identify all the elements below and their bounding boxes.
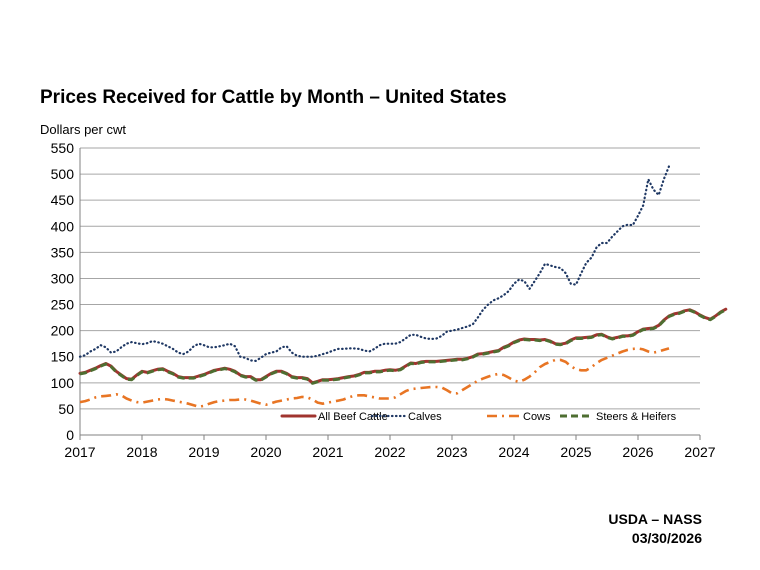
x-tick-label: 2017	[64, 444, 95, 460]
source-agency: USDA – NASS	[608, 511, 702, 527]
y-tick-label: 250	[51, 297, 75, 313]
y-tick-label: 200	[51, 323, 75, 339]
source-date: 03/30/2026	[632, 530, 702, 546]
y-axis-label: Dollars per cwt	[40, 122, 126, 137]
x-tick-label: 2024	[498, 444, 529, 460]
y-tick-label: 550	[51, 140, 75, 156]
legend-label: Calves	[408, 411, 442, 423]
y-tick-label: 350	[51, 244, 75, 260]
legend-label: Steers & Heifers	[596, 411, 677, 423]
y-tick-label: 400	[51, 218, 75, 234]
legend: All Beef Cattle Calves Cows Steers & Heifer…	[280, 411, 677, 423]
x-tick-label: 2026	[622, 444, 653, 460]
x-tick-label: 2023	[436, 444, 467, 460]
series-line-3	[79, 308, 727, 385]
y-tick-label: 50	[58, 401, 74, 417]
legend-label: All Beef Cattle	[318, 411, 388, 423]
y-tick-label: 450	[51, 192, 75, 208]
y-tick-label: 0	[66, 427, 74, 443]
x-tick-labels: 2017 2018 2019 2020 2021 2022 2023 2024 2025 2026…	[64, 444, 715, 460]
y-tick-label: 500	[51, 166, 75, 182]
x-tick-label: 2020	[250, 444, 281, 460]
series-line-1	[78, 165, 671, 362]
x-tick-label: 2027	[684, 444, 715, 460]
x-tick-label: 2025	[560, 444, 591, 460]
x-tick-label: 2018	[126, 444, 157, 460]
y-tick-label: 100	[51, 375, 75, 391]
x-tick-label: 2019	[188, 444, 219, 460]
axes	[79, 148, 701, 440]
x-tick-label: 2021	[312, 444, 343, 460]
y-tick-label: 300	[51, 270, 75, 286]
y-tick-labels: 0 50 100 150 200 250 300 350 400 450 500 550	[51, 140, 75, 443]
series-line-0	[78, 307, 728, 385]
chart-title: Prices Received for Cattle by Month – Un…	[40, 87, 507, 108]
gridlines	[80, 147, 700, 410]
x-tick-label: 2022	[374, 444, 405, 460]
legend-label: Cows	[523, 411, 551, 423]
series-lines	[78, 165, 728, 409]
y-tick-label: 150	[51, 349, 75, 365]
